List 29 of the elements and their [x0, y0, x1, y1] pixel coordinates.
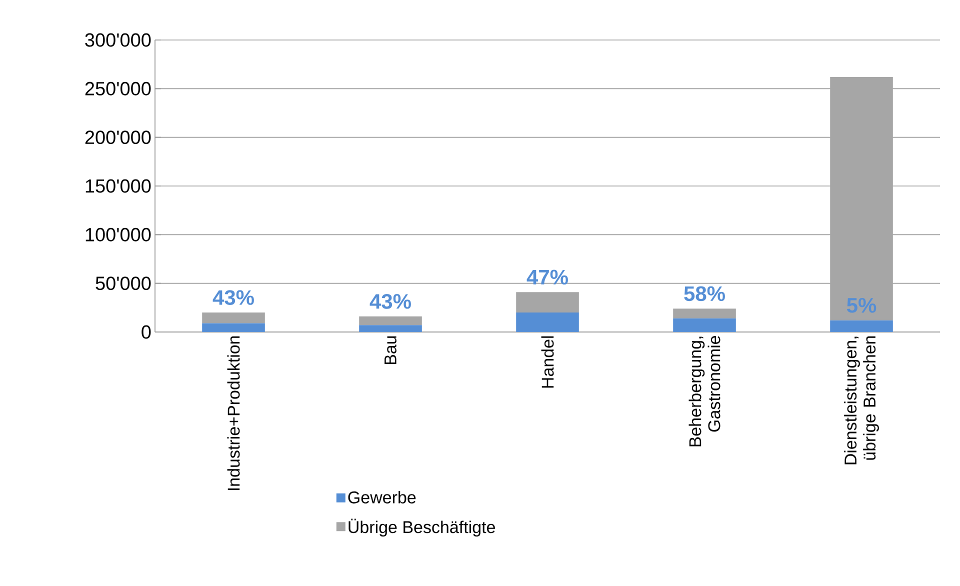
bar: [359, 316, 422, 326]
legend-label: Übrige Beschäftigte: [348, 518, 495, 537]
annotation: 47%: [526, 270, 568, 285]
bar: [830, 76, 893, 320]
bar: [359, 325, 422, 332]
x-tick-label: Industrie+Produktion: [227, 336, 240, 490]
y-tick-label: 250'000: [85, 82, 151, 96]
y-tick-label: 300'000: [85, 33, 151, 47]
bar: [830, 320, 893, 332]
bar: [516, 312, 579, 332]
bar: [202, 312, 265, 324]
bar: [516, 292, 579, 313]
bar: [673, 308, 736, 318]
y-tick-label: 150'000: [86, 179, 151, 193]
y-tick-label: 50'000: [96, 276, 151, 290]
legend-label: Gewerbe: [348, 490, 416, 504]
y-tick-label: 0: [142, 325, 151, 339]
annotation: 43%: [370, 294, 411, 309]
y-tick-label: 200'000: [85, 130, 151, 144]
x-tick-label: Dienstleistungen, übrige Branchen: [844, 336, 879, 464]
x-tick-label: Handel: [541, 336, 554, 388]
x-tick-label: Beherbergung, Gastronomie: [688, 336, 720, 446]
bar: [202, 323, 265, 332]
x-tick-label: Bau: [384, 336, 396, 364]
annotation: 43%: [212, 290, 254, 305]
bar: [673, 318, 736, 332]
annotation: 5%: [846, 298, 876, 313]
y-tick-label: 100'000: [86, 228, 151, 242]
annotation: 58%: [684, 286, 725, 302]
